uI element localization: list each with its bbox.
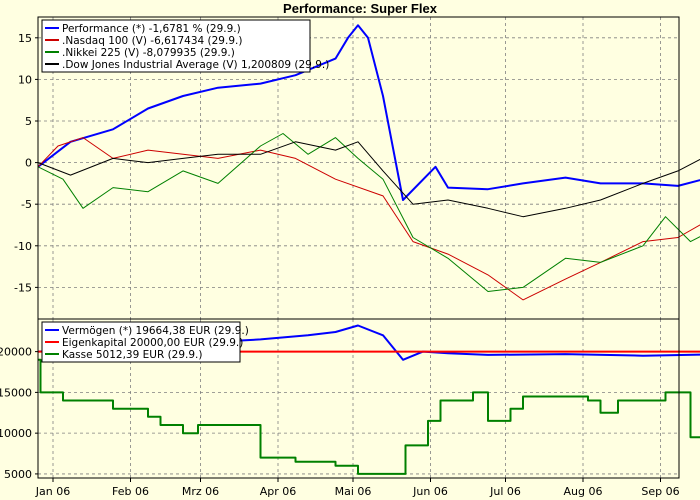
top-panel: -15 -10 -5 0 5 10 15 Performance (*) -1,6781 %… bbox=[14, 16, 700, 320]
x-tick-label: Mai 06 bbox=[335, 485, 372, 498]
top-legend-label-2: .Nikkei 225 (V) -8,079935 (29.9.) bbox=[62, 47, 235, 59]
top-y-tick-label: 5 bbox=[25, 115, 32, 128]
bottom-legend-label-2: Kasse 5012,39 EUR (29.9.) bbox=[62, 349, 203, 361]
top-legend-box bbox=[41, 19, 311, 73]
top-series-line-0 bbox=[37, 24, 700, 201]
top-y-tick-label: -10 bbox=[14, 240, 32, 253]
bottom-y-ticks: 5000 10000 15000 20000 bbox=[0, 346, 38, 481]
x-tick-label: Jul 06 bbox=[489, 485, 521, 498]
bottom-legend-label-1: Eigenkapital 20000,00 EUR (29.9.) bbox=[62, 337, 243, 349]
top-y-tick-label: -5 bbox=[21, 198, 32, 211]
top-legend-label-1: .Nasdaq 100 (V) -6,617434 (29.9.) bbox=[62, 35, 242, 47]
x-axis-ticks: Jan 06 Feb 06 Mrz 06 Apr 06 Mai 06 Jun 06 Jul … bbox=[35, 478, 680, 498]
top-legend-label-0: Performance (*) -1,6781 % (29.9.) bbox=[62, 23, 241, 35]
bottom-plot-border bbox=[37, 318, 680, 479]
top-y-tick-label: 0 bbox=[25, 157, 32, 170]
top-legend-label-3: .Dow Jones Industrial Average (V) 1,2008… bbox=[62, 59, 329, 71]
x-tick-label: Mrz 06 bbox=[182, 485, 219, 498]
bottom-y-tick-label: 15000 bbox=[0, 386, 32, 399]
bottom-legend: Vermögen (*) 19664,38 EUR (29.9.)Eigenka… bbox=[41, 321, 249, 363]
x-tick-label: Jun 06 bbox=[412, 485, 448, 498]
x-tick-label: Sep 06 bbox=[641, 485, 679, 498]
bottom-y-tick-label: 10000 bbox=[0, 427, 32, 440]
x-tick-label: Apr 06 bbox=[260, 485, 297, 498]
top-legend: Performance (*) -1,6781 % (29.9.).Nasdaq… bbox=[41, 19, 329, 73]
top-series-line-2 bbox=[37, 133, 700, 292]
top-y-tick-label: -15 bbox=[14, 281, 32, 294]
x-tick-label: Feb 06 bbox=[112, 485, 149, 498]
top-y-tick-label: 15 bbox=[18, 32, 32, 45]
bottom-legend-label-0: Vermögen (*) 19664,38 EUR (29.9.) bbox=[62, 325, 249, 337]
x-tick-label: Aug 06 bbox=[564, 485, 603, 498]
x-tick-label: Jan 06 bbox=[35, 485, 70, 498]
top-series bbox=[37, 24, 700, 301]
bottom-y-tick-label: 20000 bbox=[0, 346, 32, 359]
top-y-tick-label: 10 bbox=[18, 73, 32, 86]
top-series-line-1 bbox=[37, 137, 700, 301]
top-series-line-3 bbox=[37, 141, 700, 218]
bottom-legend-box bbox=[41, 321, 241, 363]
bottom-panel: 5000 10000 15000 20000 Vermögen (*) 19664,3… bbox=[0, 318, 700, 481]
bottom-y-tick-label: 5000 bbox=[4, 468, 32, 481]
chart-title: Performance: Super Flex bbox=[283, 1, 438, 16]
bottom-series-line-2 bbox=[38, 358, 700, 475]
